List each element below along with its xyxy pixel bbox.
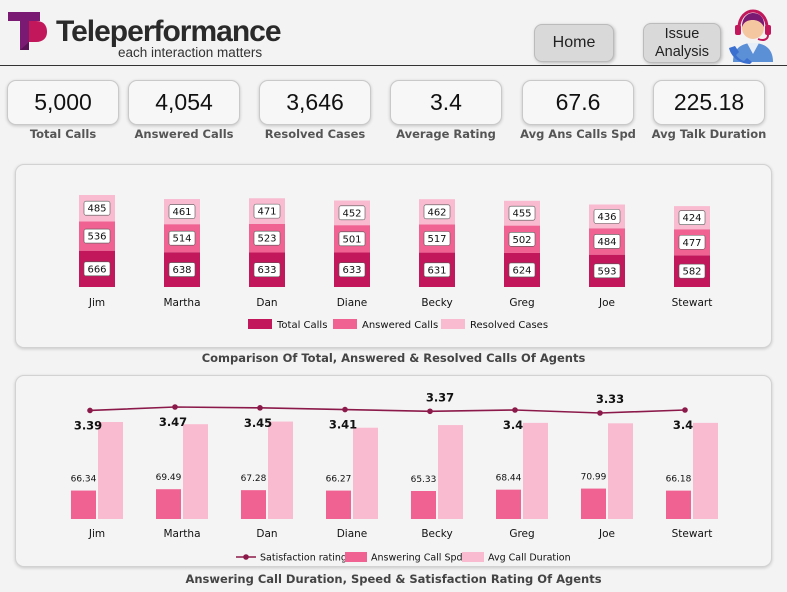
header: Teleperformance each interaction matters… [0,0,787,66]
kpi-card-value: 67.6 [522,80,634,125]
duration-speed-rating-panel [15,375,772,567]
issue-analysis-label-line1: Issue [664,26,700,42]
kpi-card-label: Answered Calls [134,127,234,141]
kpi-card-value: 225.18 [653,80,765,125]
kpi-card-value: 3,646 [259,80,371,125]
calls-comparison-title: Comparison Of Total, Answered & Resolved… [201,351,586,365]
issue-analysis-label-line2: Analysis [655,44,709,60]
kpi-card-label: Average Rating [396,127,496,141]
kpi-card-value: 3.4 [390,80,502,125]
call-agent-avatar-icon [729,9,773,64]
kpi-card-label: Avg Ans Calls Spd [520,127,636,141]
kpi-card-label: Avg Talk Duration [651,127,767,141]
kpi-card-value: 5,000 [7,80,119,125]
teleperformance-logo-icon [8,12,47,50]
brand-name: Teleperformance [56,15,282,48]
kpi-card-value: 4,054 [128,80,240,125]
kpi-card-label: Total Calls [29,127,97,141]
brand-tagline: each interaction matters [118,45,263,60]
calls-comparison-panel [15,164,772,348]
home-button[interactable]: Home [534,24,614,62]
issue-analysis-button[interactable]: Issue Analysis [643,23,721,63]
duration-speed-rating-title: Answering Call Duration, Speed & Satisfa… [185,572,602,586]
kpi-card-label: Resolved Cases [264,127,366,141]
